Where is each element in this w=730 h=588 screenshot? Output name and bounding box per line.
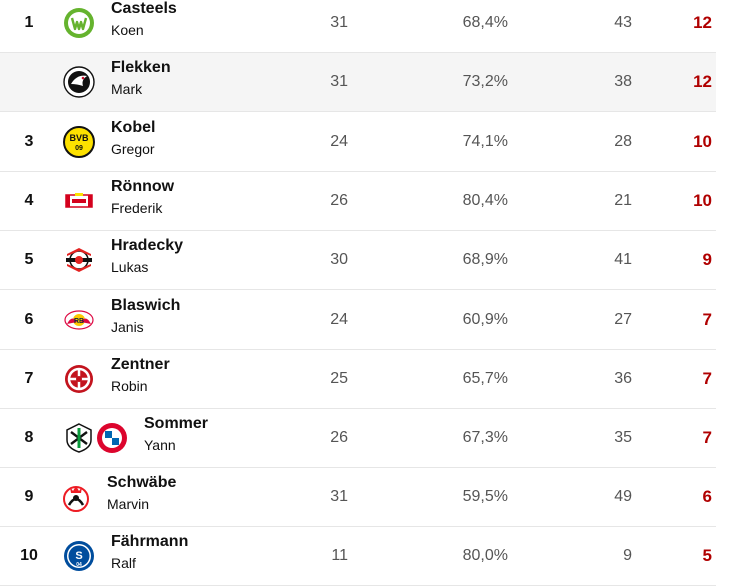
table-row[interactable]: 10 S 04 Fährmann Ralf 11 80,0% 9 5 [0,527,716,586]
koeln-crest-icon [60,481,92,513]
player-first-name: Frederik [111,200,163,216]
player-first-name: Marvin [107,496,150,512]
table-row[interactable]: 1 Casteels Koen 31 68,4% 43 12 [0,0,716,53]
save-percentage-value: 60,9% [462,311,508,328]
player-last-name: Hradecky [111,237,184,254]
rank: 8 [24,429,34,446]
freiburg-crest-icon [63,66,95,98]
svg-text:BVB: BVB [69,133,89,143]
mainz-crest-icon [63,363,95,395]
svg-text:09: 09 [75,145,83,152]
save-percentage-value: 74,1% [462,133,508,150]
games-value: 30 [330,251,348,268]
clean-sheets-value: 12 [693,72,712,91]
bayern-crest-icon [96,422,128,454]
player-last-name: Schwäbe [107,474,177,491]
table-row[interactable]: 6 RB Blaswich Janis 24 60,9% 27 7 [0,291,716,350]
clean-sheets-value: 10 [693,132,712,151]
goals-conceded-value: 41 [614,251,632,268]
rank: 9 [24,488,34,505]
player-first-name: Gregor [111,141,155,157]
games-value: 24 [330,311,348,328]
table-row[interactable]: 4 Rönnow Frederik 26 80,4% 21 10 [0,172,716,231]
player-last-name: Blaswich [111,297,181,314]
save-percentage-value: 68,9% [462,251,508,268]
player-first-name: Koen [111,22,144,38]
schalke-crest-icon: S 04 [63,540,95,572]
union-berlin-crest-icon [63,185,95,217]
goals-conceded-value: 28 [614,133,632,150]
save-percentage-value: 65,7% [462,370,508,387]
games-value: 31 [330,488,348,505]
player-first-name: Janis [111,319,144,335]
clean-sheets-value: 6 [702,487,712,506]
player-last-name: Sommer [144,415,209,432]
gladbach-crest-icon [63,422,95,454]
goals-conceded-value: 43 [614,14,632,31]
save-percentage-value: 67,3% [462,429,508,446]
rank: 4 [24,192,34,209]
wolfsburg-crest-icon [63,7,95,39]
rank: 5 [24,251,34,268]
games-value: 26 [330,192,348,209]
games-value: 31 [330,73,348,90]
player-first-name: Robin [111,378,148,394]
rank: 3 [24,133,34,150]
player-first-name: Yann [144,437,176,453]
clean-sheets-value: 7 [702,428,712,447]
player-last-name: Rönnow [111,178,175,195]
save-percentage-value: 59,5% [462,488,508,505]
goals-conceded-value: 9 [623,547,632,564]
table-row[interactable]: 7 Zentner Robin 25 65,7% 36 7 [0,350,716,409]
player-first-name: Lukas [111,259,149,275]
player-last-name: Fährmann [111,533,189,550]
leipzig-crest-icon: RB [63,304,95,336]
player-first-name: Ralf [111,555,136,571]
svg-text:RB: RB [74,318,84,325]
svg-text:04: 04 [76,562,82,568]
games-value: 11 [331,547,348,564]
clean-sheets-value: 9 [702,250,712,269]
goals-conceded-value: 35 [614,429,632,446]
player-last-name: Flekken [111,59,171,76]
rank: 1 [24,14,34,31]
table-row[interactable]: 5 Hradecky Lukas 30 68,9% 41 9 [0,231,716,290]
goals-conceded-value: 21 [614,192,632,209]
games-value: 26 [330,429,348,446]
svg-text:S: S [75,550,82,562]
rank: 6 [24,311,34,328]
clean-sheets-value: 5 [702,546,712,565]
table-row[interactable]: Flekken Mark 31 73,2% 38 12 [0,53,716,112]
save-percentage-value: 80,0% [462,547,508,564]
leverkusen-crest-icon [63,244,95,276]
player-last-name: Zentner [111,356,170,373]
clean-sheets-value: 12 [693,13,712,32]
rank: 7 [24,370,34,387]
games-value: 24 [330,133,348,150]
clean-sheets-value: 7 [702,369,712,388]
rank: 10 [20,547,38,564]
goals-conceded-value: 36 [614,370,632,387]
goals-conceded-value: 49 [614,488,632,505]
save-percentage-value: 73,2% [462,73,508,90]
goals-conceded-value: 27 [614,311,632,328]
clean-sheets-value: 10 [693,191,712,210]
table-row[interactable]: 3 BVB 09 Kobel Gregor 24 74,1% 28 10 [0,113,716,172]
table-row[interactable]: 9 Schwäbe Marvin 31 59,5% 49 6 [0,468,716,527]
goals-conceded-value: 38 [614,73,632,90]
games-value: 25 [330,370,348,387]
player-last-name: Casteels [111,0,177,17]
clean-sheets-value: 7 [702,310,712,329]
player-last-name: Kobel [111,119,156,136]
games-value: 31 [330,14,348,31]
save-percentage-value: 80,4% [462,192,508,209]
dortmund-crest-icon: BVB 09 [63,126,95,158]
save-percentage-value: 68,4% [462,14,508,31]
player-first-name: Mark [111,81,143,97]
rank [17,53,41,111]
table-row[interactable]: 8 Sommer Yann 26 67,3% 35 7 [0,409,716,468]
